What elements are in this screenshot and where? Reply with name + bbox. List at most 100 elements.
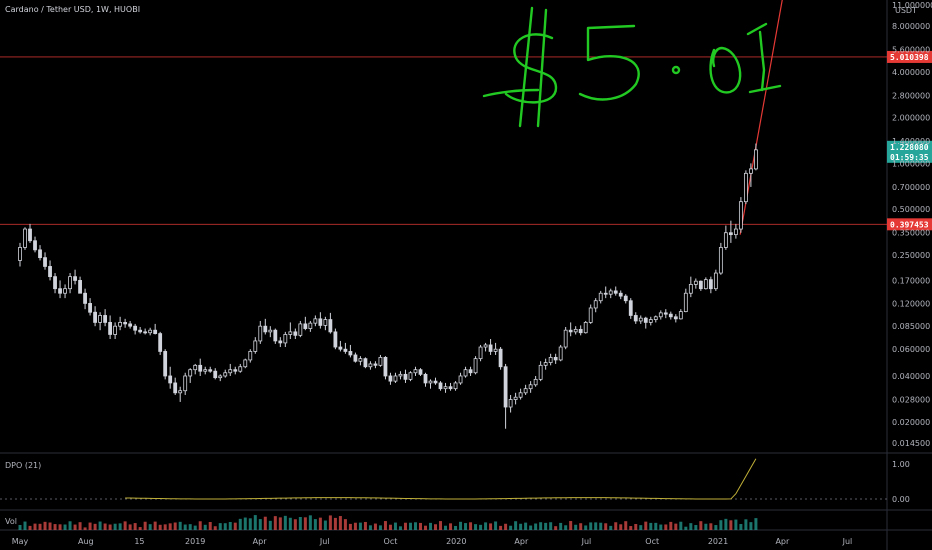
- candle[interactable]: [628, 298, 633, 319]
- candle[interactable]: [738, 197, 743, 233]
- candle[interactable]: [603, 286, 608, 299]
- candle[interactable]: [48, 260, 52, 281]
- candle[interactable]: [648, 316, 653, 326]
- candle[interactable]: [698, 280, 703, 291]
- candle[interactable]: [558, 344, 563, 362]
- candle[interactable]: [158, 331, 163, 355]
- candle[interactable]: [293, 328, 298, 340]
- candle[interactable]: [353, 352, 358, 363]
- candle[interactable]: [423, 372, 428, 387]
- candle[interactable]: [133, 323, 138, 335]
- candle[interactable]: [653, 315, 658, 323]
- candle[interactable]: [188, 368, 193, 383]
- candle[interactable]: [33, 236, 37, 253]
- candle[interactable]: [73, 269, 77, 285]
- candle[interactable]: [198, 358, 203, 376]
- candle[interactable]: [253, 337, 258, 354]
- candle[interactable]: [578, 325, 583, 336]
- candle[interactable]: [348, 344, 353, 358]
- candle[interactable]: [103, 309, 108, 327]
- candle[interactable]: [118, 316, 123, 331]
- candle[interactable]: [458, 372, 463, 385]
- candle[interactable]: [488, 339, 493, 355]
- candle[interactable]: [63, 284, 67, 299]
- candle[interactable]: [28, 223, 32, 243]
- candle[interactable]: [613, 286, 618, 296]
- candle[interactable]: [213, 368, 218, 380]
- candle[interactable]: [248, 349, 253, 363]
- candle[interactable]: [343, 342, 348, 354]
- candle[interactable]: [43, 252, 47, 270]
- candle[interactable]: [403, 369, 408, 383]
- candle[interactable]: [88, 298, 92, 316]
- candle[interactable]: [268, 326, 273, 338]
- candle[interactable]: [618, 290, 623, 300]
- candle[interactable]: [183, 372, 188, 395]
- candle[interactable]: [358, 356, 363, 366]
- candle[interactable]: [178, 386, 183, 402]
- candle[interactable]: [468, 366, 473, 376]
- candle[interactable]: [748, 163, 753, 187]
- candle[interactable]: [388, 372, 393, 385]
- candle[interactable]: [693, 278, 698, 289]
- candle[interactable]: [754, 143, 758, 171]
- candle[interactable]: [478, 344, 483, 362]
- candle[interactable]: [208, 366, 213, 373]
- candle[interactable]: [173, 377, 178, 395]
- candle[interactable]: [193, 363, 198, 375]
- candle[interactable]: [128, 320, 133, 329]
- candle[interactable]: [498, 347, 503, 370]
- candle[interactable]: [263, 318, 268, 335]
- time-axis[interactable]: May Aug 15 2019 Apr Jul Oct 2020 Apr Jul Oct 2021 Ap…: [12, 537, 853, 546]
- candle[interactable]: [563, 326, 568, 350]
- candle[interactable]: [568, 322, 573, 337]
- candle[interactable]: [393, 372, 398, 383]
- candle[interactable]: [663, 309, 668, 319]
- candle[interactable]: [533, 375, 538, 387]
- candle[interactable]: [473, 356, 478, 375]
- candle[interactable]: [433, 377, 438, 385]
- candle[interactable]: [583, 320, 588, 334]
- candle[interactable]: [548, 353, 553, 366]
- candle[interactable]: [53, 273, 57, 294]
- candle[interactable]: [683, 288, 688, 313]
- candle[interactable]: [408, 371, 413, 382]
- candle[interactable]: [638, 315, 643, 324]
- candle[interactable]: [733, 223, 738, 239]
- candle[interactable]: [448, 382, 453, 391]
- candle[interactable]: [308, 320, 313, 332]
- candle[interactable]: [718, 242, 723, 275]
- candle[interactable]: [513, 392, 518, 405]
- candle[interactable]: [243, 358, 248, 369]
- candle[interactable]: [493, 342, 498, 355]
- candle[interactable]: [633, 312, 638, 324]
- candle[interactable]: [18, 242, 22, 267]
- candles-layer[interactable]: [18, 143, 758, 429]
- candle[interactable]: [443, 382, 448, 393]
- candle[interactable]: [288, 322, 293, 340]
- candle[interactable]: [368, 361, 373, 370]
- candle[interactable]: [673, 314, 678, 323]
- candle[interactable]: [573, 326, 578, 335]
- candle[interactable]: [323, 316, 328, 331]
- candle[interactable]: [228, 363, 233, 376]
- candle[interactable]: [703, 277, 708, 290]
- candle[interactable]: [528, 381, 533, 393]
- candle[interactable]: [313, 315, 318, 327]
- candle[interactable]: [333, 328, 338, 350]
- candle[interactable]: [463, 366, 468, 378]
- candle[interactable]: [743, 170, 748, 205]
- candle[interactable]: [273, 328, 278, 344]
- candle[interactable]: [203, 366, 208, 375]
- candle[interactable]: [278, 337, 283, 348]
- candle[interactable]: [298, 320, 303, 338]
- candle[interactable]: [238, 363, 243, 373]
- candle[interactable]: [483, 342, 488, 352]
- candle[interactable]: [373, 361, 378, 369]
- candle[interactable]: [113, 322, 118, 340]
- candle[interactable]: [98, 312, 102, 331]
- candle[interactable]: [163, 349, 168, 380]
- candle[interactable]: [523, 384, 528, 395]
- candle[interactable]: [553, 353, 558, 364]
